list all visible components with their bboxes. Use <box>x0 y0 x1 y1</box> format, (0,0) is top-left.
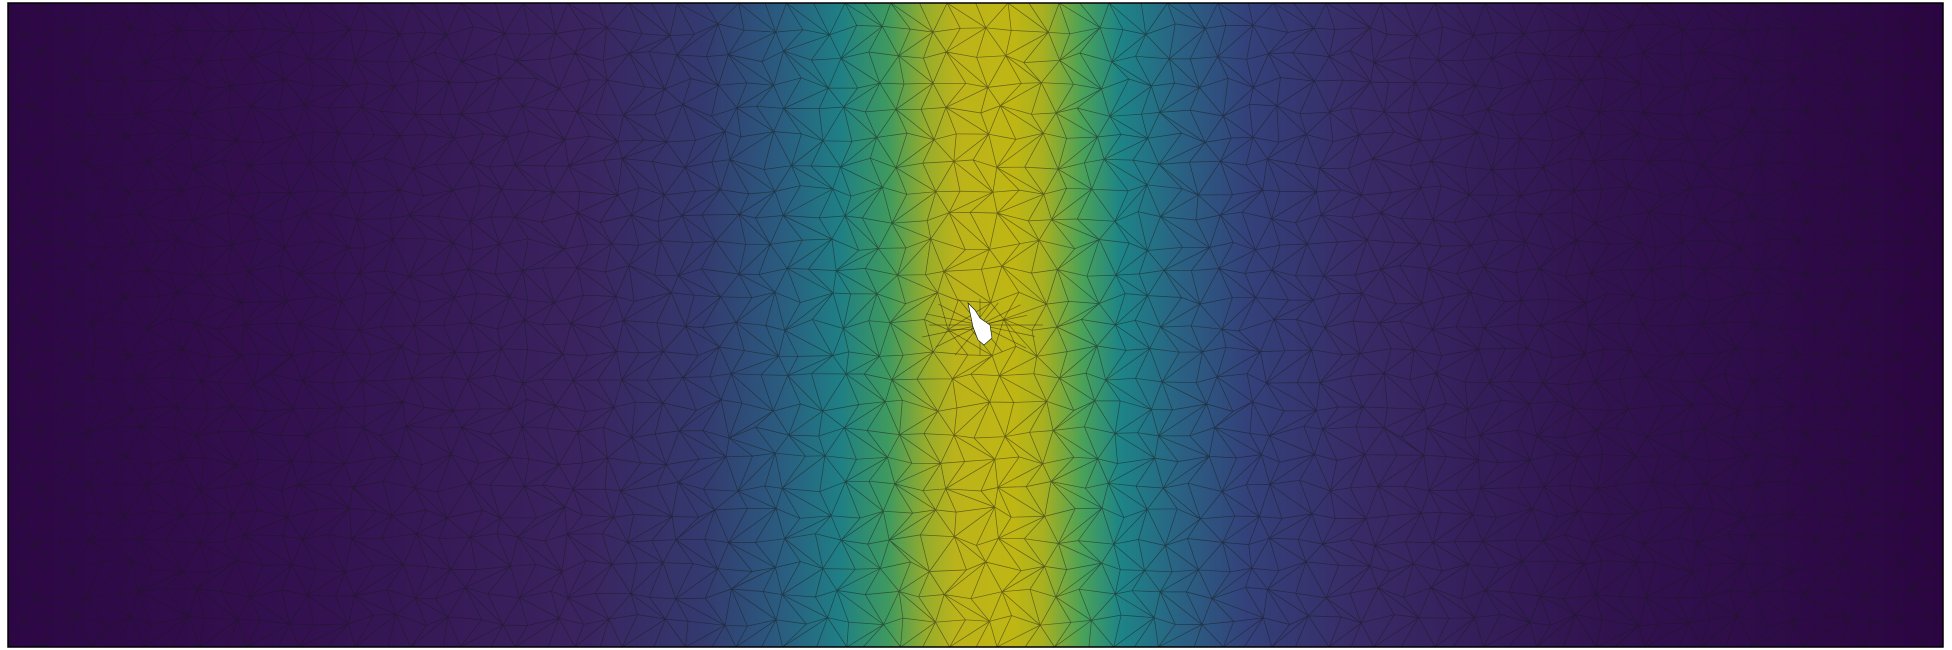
domain-border <box>7 2 1944 648</box>
crack-hole <box>967 302 993 346</box>
